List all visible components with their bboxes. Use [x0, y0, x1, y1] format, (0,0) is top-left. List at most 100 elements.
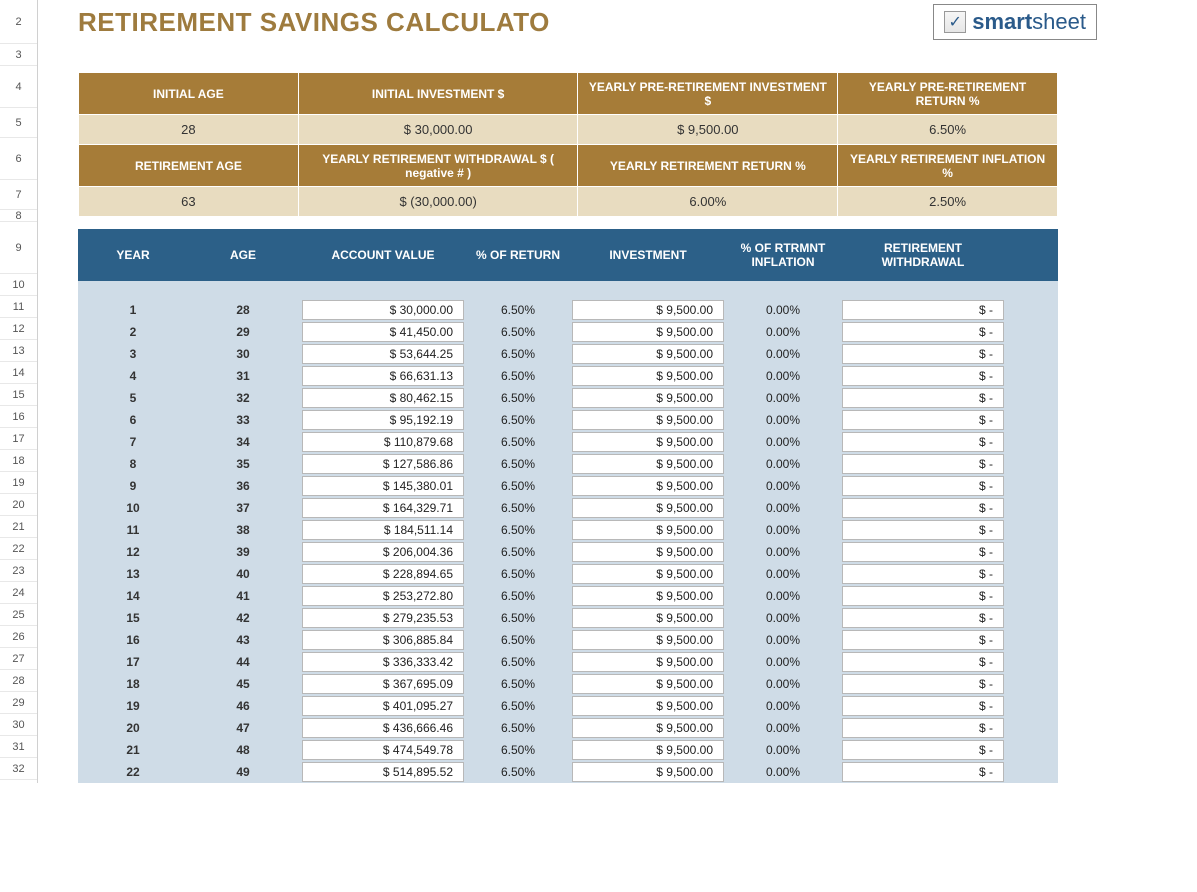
cell-investment[interactable]: $ 9,500.00 [572, 608, 724, 628]
cell-return[interactable]: 6.50% [468, 322, 568, 342]
cell-age[interactable]: 45 [188, 674, 298, 694]
cell-return[interactable]: 6.50% [468, 762, 568, 782]
row-number[interactable]: 14 [0, 362, 37, 384]
row-number[interactable]: 28 [0, 670, 37, 692]
param-cell-initial-age[interactable]: 28 [79, 115, 299, 145]
cell-account-value[interactable]: $ 184,511.14 [302, 520, 464, 540]
cell-withdrawal[interactable]: $ - [842, 476, 1004, 496]
cell-inflation[interactable]: 0.00% [728, 410, 838, 430]
cell-account-value[interactable]: $ 279,235.53 [302, 608, 464, 628]
cell-inflation[interactable]: 0.00% [728, 652, 838, 672]
cell-withdrawal[interactable]: $ - [842, 300, 1004, 320]
cell-return[interactable]: 6.50% [468, 410, 568, 430]
row-number[interactable]: 21 [0, 516, 37, 538]
cell-withdrawal[interactable]: $ - [842, 366, 1004, 386]
cell-investment[interactable]: $ 9,500.00 [572, 652, 724, 672]
param-cell-retirement-return[interactable]: 6.00% [578, 187, 838, 217]
cell-age[interactable]: 35 [188, 454, 298, 474]
cell-age[interactable]: 32 [188, 388, 298, 408]
cell-year[interactable]: 21 [78, 740, 188, 760]
cell-return[interactable]: 6.50% [468, 740, 568, 760]
cell-year[interactable]: 15 [78, 608, 188, 628]
cell-inflation[interactable]: 0.00% [728, 696, 838, 716]
cell-withdrawal[interactable]: $ - [842, 564, 1004, 584]
cell-withdrawal[interactable]: $ - [842, 344, 1004, 364]
cell-age[interactable]: 31 [188, 366, 298, 386]
cell-investment[interactable]: $ 9,500.00 [572, 542, 724, 562]
cell-withdrawal[interactable]: $ - [842, 498, 1004, 518]
cell-account-value[interactable]: $ 336,333.42 [302, 652, 464, 672]
row-number[interactable]: 7 [0, 180, 37, 210]
cell-inflation[interactable]: 0.00% [728, 344, 838, 364]
cell-year[interactable]: 5 [78, 388, 188, 408]
row-number[interactable]: 5 [0, 108, 37, 138]
row-number[interactable]: 2 [0, 0, 37, 44]
cell-year[interactable]: 19 [78, 696, 188, 716]
cell-return[interactable]: 6.50% [468, 652, 568, 672]
cell-age[interactable]: 46 [188, 696, 298, 716]
cell-withdrawal[interactable]: $ - [842, 674, 1004, 694]
cell-account-value[interactable]: $ 401,095.27 [302, 696, 464, 716]
row-number[interactable]: 31 [0, 736, 37, 758]
cell-inflation[interactable]: 0.00% [728, 674, 838, 694]
cell-age[interactable]: 33 [188, 410, 298, 430]
cell-withdrawal[interactable]: $ - [842, 454, 1004, 474]
cell-age[interactable]: 48 [188, 740, 298, 760]
cell-investment[interactable]: $ 9,500.00 [572, 696, 724, 716]
cell-age[interactable]: 49 [188, 762, 298, 782]
cell-year[interactable]: 14 [78, 586, 188, 606]
cell-account-value[interactable]: $ 514,895.52 [302, 762, 464, 782]
cell-year[interactable]: 22 [78, 762, 188, 782]
cell-investment[interactable]: $ 9,500.00 [572, 432, 724, 452]
cell-return[interactable]: 6.50% [468, 564, 568, 584]
cell-inflation[interactable]: 0.00% [728, 740, 838, 760]
cell-return[interactable]: 6.50% [468, 432, 568, 452]
row-number[interactable]: 3 [0, 44, 37, 66]
cell-account-value[interactable]: $ 30,000.00 [302, 300, 464, 320]
cell-investment[interactable]: $ 9,500.00 [572, 300, 724, 320]
param-cell-inflation[interactable]: 2.50% [838, 187, 1058, 217]
cell-age[interactable]: 29 [188, 322, 298, 342]
cell-year[interactable]: 9 [78, 476, 188, 496]
cell-year[interactable]: 13 [78, 564, 188, 584]
cell-age[interactable]: 28 [188, 300, 298, 320]
param-cell-withdrawal[interactable]: $ (30,000.00) [298, 187, 578, 217]
param-cell-pre-return[interactable]: 6.50% [838, 115, 1058, 145]
row-number[interactable]: 6 [0, 138, 37, 180]
param-cell-retirement-age[interactable]: 63 [79, 187, 299, 217]
cell-account-value[interactable]: $ 436,666.46 [302, 718, 464, 738]
cell-account-value[interactable]: $ 228,894.65 [302, 564, 464, 584]
cell-year[interactable]: 8 [78, 454, 188, 474]
cell-year[interactable]: 11 [78, 520, 188, 540]
cell-year[interactable]: 2 [78, 322, 188, 342]
cell-return[interactable]: 6.50% [468, 718, 568, 738]
cell-account-value[interactable]: $ 206,004.36 [302, 542, 464, 562]
cell-inflation[interactable]: 0.00% [728, 476, 838, 496]
row-number[interactable]: 8 [0, 210, 37, 222]
row-number[interactable]: 32 [0, 758, 37, 780]
cell-inflation[interactable]: 0.00% [728, 542, 838, 562]
cell-year[interactable]: 1 [78, 300, 188, 320]
cell-inflation[interactable]: 0.00% [728, 608, 838, 628]
cell-age[interactable]: 34 [188, 432, 298, 452]
cell-age[interactable]: 41 [188, 586, 298, 606]
cell-withdrawal[interactable]: $ - [842, 652, 1004, 672]
cell-year[interactable]: 18 [78, 674, 188, 694]
cell-account-value[interactable]: $ 95,192.19 [302, 410, 464, 430]
cell-investment[interactable]: $ 9,500.00 [572, 410, 724, 430]
cell-return[interactable]: 6.50% [468, 388, 568, 408]
cell-inflation[interactable]: 0.00% [728, 454, 838, 474]
cell-age[interactable]: 30 [188, 344, 298, 364]
cell-year[interactable]: 16 [78, 630, 188, 650]
row-number[interactable]: 22 [0, 538, 37, 560]
cell-return[interactable]: 6.50% [468, 542, 568, 562]
cell-withdrawal[interactable]: $ - [842, 630, 1004, 650]
row-number[interactable]: 13 [0, 340, 37, 362]
row-number[interactable]: 9 [0, 222, 37, 274]
cell-return[interactable]: 6.50% [468, 300, 568, 320]
cell-account-value[interactable]: $ 474,549.78 [302, 740, 464, 760]
cell-age[interactable]: 47 [188, 718, 298, 738]
cell-age[interactable]: 39 [188, 542, 298, 562]
row-number[interactable]: 24 [0, 582, 37, 604]
cell-investment[interactable]: $ 9,500.00 [572, 366, 724, 386]
